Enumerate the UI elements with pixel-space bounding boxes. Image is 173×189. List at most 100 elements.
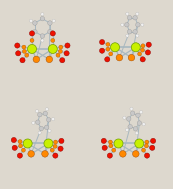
Circle shape xyxy=(126,117,131,121)
Circle shape xyxy=(142,123,145,126)
Circle shape xyxy=(44,125,49,130)
Circle shape xyxy=(130,107,133,110)
Circle shape xyxy=(142,148,145,152)
Circle shape xyxy=(44,139,53,148)
Circle shape xyxy=(35,120,40,124)
Circle shape xyxy=(59,45,63,49)
Circle shape xyxy=(48,21,52,25)
Circle shape xyxy=(11,137,16,143)
Circle shape xyxy=(138,52,142,56)
Circle shape xyxy=(42,151,48,157)
Circle shape xyxy=(123,116,126,119)
Circle shape xyxy=(125,128,129,131)
Circle shape xyxy=(144,144,148,148)
Circle shape xyxy=(59,138,64,143)
Circle shape xyxy=(121,23,124,26)
Circle shape xyxy=(141,44,145,48)
Circle shape xyxy=(19,144,22,148)
Circle shape xyxy=(140,57,145,62)
Circle shape xyxy=(51,38,55,43)
Circle shape xyxy=(58,146,63,151)
Circle shape xyxy=(33,56,40,63)
Circle shape xyxy=(136,22,140,27)
Circle shape xyxy=(127,15,132,20)
Circle shape xyxy=(28,44,37,53)
Circle shape xyxy=(29,32,33,36)
Circle shape xyxy=(33,29,37,34)
Circle shape xyxy=(40,34,45,38)
Circle shape xyxy=(53,144,57,148)
Circle shape xyxy=(15,43,20,48)
Circle shape xyxy=(102,145,107,150)
Circle shape xyxy=(136,113,140,118)
Circle shape xyxy=(18,139,22,144)
Circle shape xyxy=(114,139,123,148)
Circle shape xyxy=(38,131,41,134)
Circle shape xyxy=(16,51,21,56)
Circle shape xyxy=(133,29,137,34)
Circle shape xyxy=(130,111,135,115)
Circle shape xyxy=(53,153,58,158)
Circle shape xyxy=(54,140,58,144)
Circle shape xyxy=(131,43,140,52)
Circle shape xyxy=(135,139,144,148)
Circle shape xyxy=(65,43,70,48)
Circle shape xyxy=(125,22,129,27)
Circle shape xyxy=(107,153,112,158)
Circle shape xyxy=(17,153,22,158)
Circle shape xyxy=(150,145,155,150)
Circle shape xyxy=(127,29,132,34)
Circle shape xyxy=(116,54,123,61)
Circle shape xyxy=(112,148,116,152)
Circle shape xyxy=(101,138,106,143)
Circle shape xyxy=(32,121,35,124)
Circle shape xyxy=(99,48,105,53)
Circle shape xyxy=(144,153,150,158)
Circle shape xyxy=(136,12,139,15)
Circle shape xyxy=(109,52,113,56)
Circle shape xyxy=(45,108,48,111)
Circle shape xyxy=(28,151,34,157)
Circle shape xyxy=(40,16,45,21)
Circle shape xyxy=(33,21,37,25)
Circle shape xyxy=(99,40,105,45)
Circle shape xyxy=(145,50,151,55)
Circle shape xyxy=(105,57,110,62)
Circle shape xyxy=(58,49,62,53)
Circle shape xyxy=(50,148,54,152)
Circle shape xyxy=(20,58,25,63)
Circle shape xyxy=(137,121,142,125)
Circle shape xyxy=(108,140,112,144)
Circle shape xyxy=(21,148,25,152)
Circle shape xyxy=(106,47,110,51)
Circle shape xyxy=(126,12,129,15)
Circle shape xyxy=(48,44,57,53)
Circle shape xyxy=(128,54,135,61)
Circle shape xyxy=(140,111,143,114)
Circle shape xyxy=(22,45,26,49)
Circle shape xyxy=(151,138,156,143)
Circle shape xyxy=(48,29,52,34)
Circle shape xyxy=(46,56,53,63)
Circle shape xyxy=(133,15,137,20)
Circle shape xyxy=(111,43,120,52)
Circle shape xyxy=(128,125,132,129)
Circle shape xyxy=(133,151,139,157)
Circle shape xyxy=(52,19,55,22)
Circle shape xyxy=(109,144,113,148)
Circle shape xyxy=(52,32,55,36)
Circle shape xyxy=(136,34,139,37)
Circle shape xyxy=(48,129,51,132)
Circle shape xyxy=(56,53,60,57)
Circle shape xyxy=(133,127,138,131)
Circle shape xyxy=(41,13,44,16)
Circle shape xyxy=(47,118,51,122)
Circle shape xyxy=(30,38,34,43)
Circle shape xyxy=(50,31,55,36)
Circle shape xyxy=(120,151,126,157)
Circle shape xyxy=(41,39,44,42)
Circle shape xyxy=(25,53,29,57)
Circle shape xyxy=(60,58,65,63)
Circle shape xyxy=(29,19,33,22)
Circle shape xyxy=(39,126,43,131)
